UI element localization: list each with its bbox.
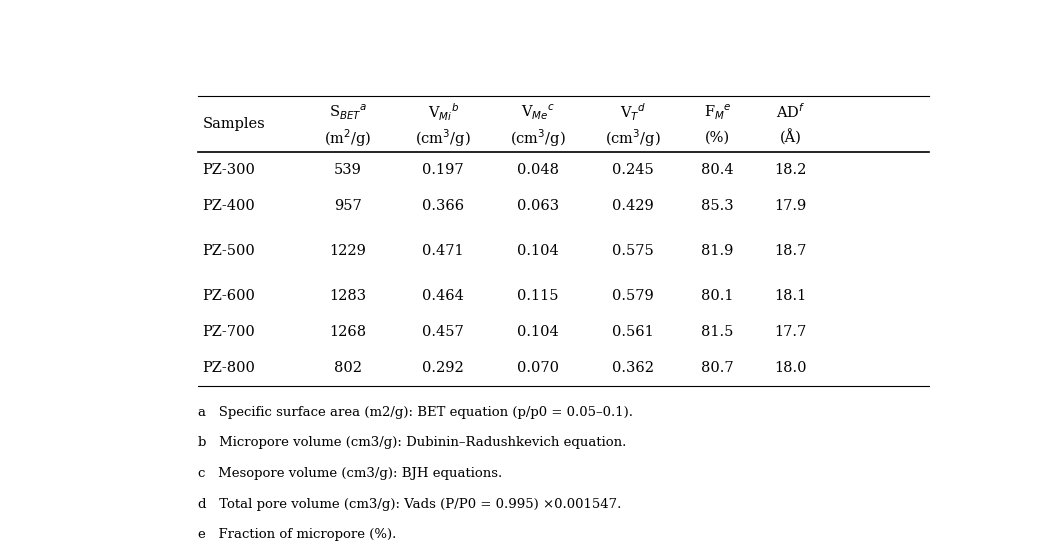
Text: 802: 802	[334, 361, 363, 375]
Text: 81.5: 81.5	[701, 325, 734, 339]
Text: (cm$^{3}$/g): (cm$^{3}$/g)	[510, 127, 566, 149]
Text: 0.362: 0.362	[613, 361, 654, 375]
Text: (cm$^{3}$/g): (cm$^{3}$/g)	[605, 127, 661, 149]
Text: 0.115: 0.115	[517, 289, 559, 303]
Text: PZ-300: PZ-300	[202, 163, 255, 177]
Text: PZ-700: PZ-700	[202, 325, 255, 339]
Text: 0.457: 0.457	[422, 325, 464, 339]
Text: 0.429: 0.429	[613, 199, 654, 213]
Text: b   Micropore volume (cm3/g): Dubinin–Radushkevich equation.: b Micropore volume (cm3/g): Dubinin–Radu…	[198, 437, 626, 449]
Text: PZ-600: PZ-600	[202, 289, 255, 303]
Text: (m$^{2}$/g): (m$^{2}$/g)	[324, 127, 372, 149]
Text: PZ-400: PZ-400	[202, 199, 255, 213]
Text: 0.063: 0.063	[517, 199, 560, 213]
Text: 18.2: 18.2	[774, 163, 807, 177]
Text: e   Fraction of micropore (%).: e Fraction of micropore (%).	[198, 529, 396, 541]
Text: S$_{BET}$$^{a}$: S$_{BET}$$^{a}$	[329, 102, 367, 121]
Text: 0.561: 0.561	[613, 325, 654, 339]
Text: 0.104: 0.104	[517, 244, 559, 258]
Text: 17.9: 17.9	[774, 199, 807, 213]
Text: 81.9: 81.9	[701, 244, 734, 258]
Text: 0.579: 0.579	[613, 289, 654, 303]
Text: 539: 539	[334, 163, 363, 177]
Text: F$_{M}$$^{e}$: F$_{M}$$^{e}$	[704, 102, 731, 121]
Text: 85.3: 85.3	[701, 199, 734, 213]
Text: 0.366: 0.366	[422, 199, 464, 213]
Text: 0.048: 0.048	[517, 163, 560, 177]
Text: (Å): (Å)	[779, 130, 801, 146]
Text: 1229: 1229	[330, 244, 367, 258]
Text: 80.7: 80.7	[701, 361, 734, 375]
Text: 80.1: 80.1	[701, 289, 734, 303]
Text: V$_{T}$$^{d}$: V$_{T}$$^{d}$	[620, 101, 647, 122]
Text: 957: 957	[334, 199, 361, 213]
Text: 0.104: 0.104	[517, 325, 559, 339]
Text: 0.070: 0.070	[517, 361, 560, 375]
Text: AD$^{f}$: AD$^{f}$	[776, 102, 806, 121]
Text: 0.245: 0.245	[613, 163, 654, 177]
Text: 80.4: 80.4	[701, 163, 734, 177]
Text: 0.464: 0.464	[422, 289, 464, 303]
Text: 18.7: 18.7	[774, 244, 807, 258]
Text: 18.0: 18.0	[774, 361, 807, 375]
Text: 17.7: 17.7	[774, 325, 807, 339]
Text: (%): (%)	[705, 131, 730, 145]
Text: PZ-500: PZ-500	[202, 244, 255, 258]
Text: c   Mesopore volume (cm3/g): BJH equations.: c Mesopore volume (cm3/g): BJH equations…	[198, 467, 502, 480]
Text: V$_{Mi}$$^{b}$: V$_{Mi}$$^{b}$	[427, 101, 459, 122]
Text: 0.292: 0.292	[422, 361, 464, 375]
Text: 0.471: 0.471	[422, 244, 464, 258]
Text: 1283: 1283	[330, 289, 367, 303]
Text: 1268: 1268	[330, 325, 367, 339]
Text: 0.197: 0.197	[422, 163, 464, 177]
Text: 0.575: 0.575	[613, 244, 654, 258]
Text: 18.1: 18.1	[774, 289, 807, 303]
Text: a   Specific surface area (m2/g): BET equation (p/p0 = 0.05–0.1).: a Specific surface area (m2/g): BET equa…	[198, 406, 633, 419]
Text: V$_{Me}$$^{c}$: V$_{Me}$$^{c}$	[522, 102, 555, 121]
Text: d   Total pore volume (cm3/g): Vads (P/P0 = 0.995) ×0.001547.: d Total pore volume (cm3/g): Vads (P/P0 …	[198, 497, 621, 511]
Text: Samples: Samples	[202, 117, 265, 131]
Text: (cm$^{3}$/g): (cm$^{3}$/g)	[416, 127, 471, 149]
Text: PZ-800: PZ-800	[202, 361, 255, 375]
